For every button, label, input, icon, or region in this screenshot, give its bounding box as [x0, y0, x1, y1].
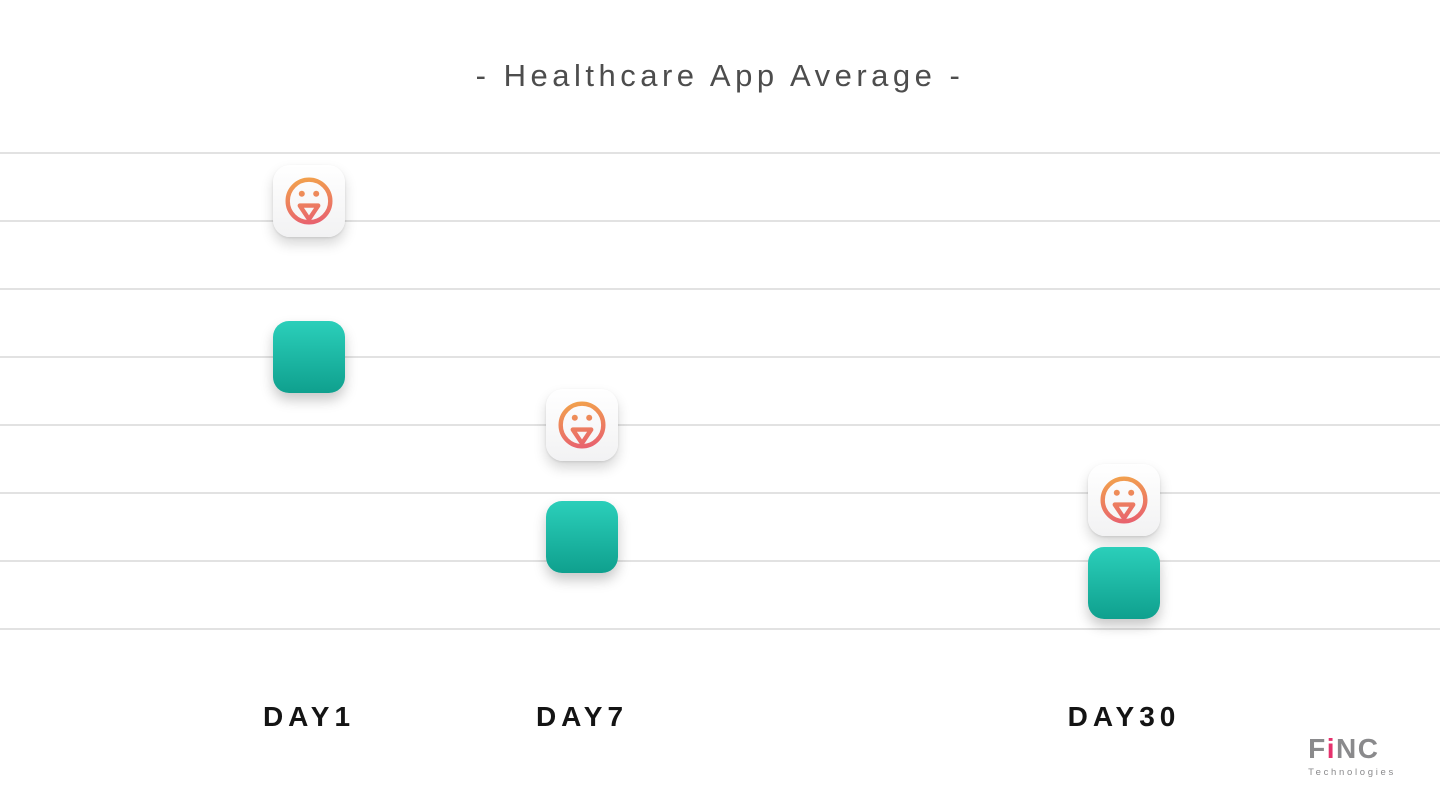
smiley-ring: [1100, 476, 1148, 524]
smiley-left-eye: [571, 414, 578, 421]
gridline: [0, 152, 1440, 154]
x-axis-label-day30: DAY30: [1067, 701, 1181, 732]
gridline: [0, 628, 1440, 630]
smiley-right-eye: [313, 190, 320, 197]
finc-logo: FiNC Technologies: [1308, 735, 1396, 779]
gridline: [0, 220, 1440, 222]
smiley-right-eye: [586, 414, 593, 421]
teal-app-icon: [1088, 547, 1160, 620]
finc-logo-prefix: F: [1308, 733, 1327, 764]
smiley-left-eye: [1113, 489, 1120, 496]
gridline: [0, 560, 1440, 562]
x-axis-label-day1: DAY1: [262, 701, 356, 732]
finc-logo-suffix: NC: [1336, 733, 1380, 764]
smiley-face-icon: [558, 401, 606, 449]
teal-app-icon: [546, 501, 618, 574]
smiley-ring: [558, 401, 606, 449]
gridline: [0, 424, 1440, 426]
gridline: [0, 492, 1440, 494]
finc-smiley-app-icon: [1088, 463, 1160, 536]
finc-logo-wordmark: FiNC: [1308, 735, 1379, 763]
x-axis-label-day7: DAY7: [535, 701, 629, 732]
teal-app-icon: [273, 321, 345, 393]
smiley-mouth: [570, 427, 594, 446]
smiley-mouth: [1112, 502, 1136, 521]
finc-logo-accent-i: i: [1326, 733, 1337, 764]
smiley-face-icon: [1100, 476, 1148, 524]
smiley-face-icon: [285, 177, 333, 225]
smiley-mouth: [297, 202, 321, 222]
chart-title: - Healthcare App Average -: [475, 58, 965, 93]
finc-smiley-app-icon: [546, 389, 618, 461]
finc-logo-subtitle: Technologies: [1308, 767, 1396, 778]
x-axis-labels: DAY1 DAY7 DAY30: [0, 701, 1440, 741]
gridline: [0, 288, 1440, 290]
smiley-ring: [285, 177, 333, 225]
finc-smiley-app-icon: [273, 164, 345, 237]
smiley-right-eye: [1128, 489, 1135, 496]
gridline: [0, 356, 1440, 358]
smiley-left-eye: [298, 190, 305, 197]
